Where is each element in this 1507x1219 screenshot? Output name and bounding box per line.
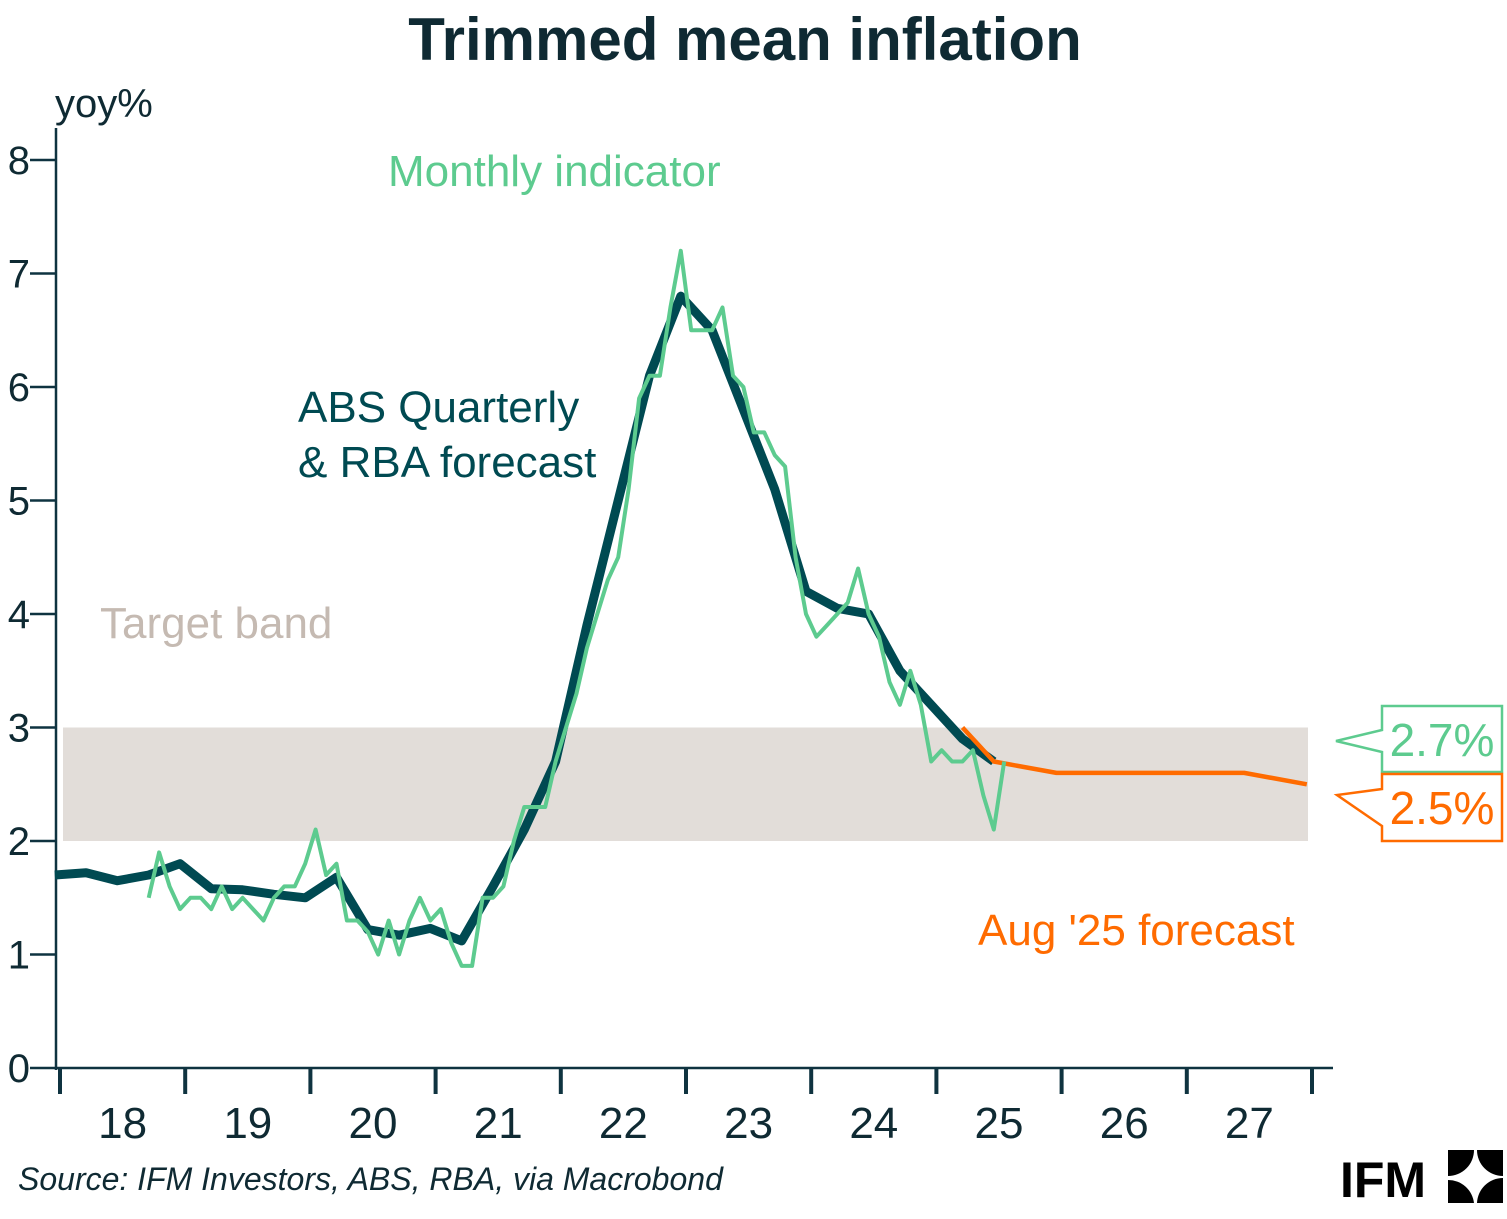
abs-quarterly-label-line1: ABS Quarterly bbox=[298, 383, 579, 432]
x-tick-label: 26 bbox=[1100, 1099, 1149, 1148]
callout-monthly-value: 2.7% bbox=[1390, 714, 1495, 766]
y-tick-label: 2 bbox=[8, 820, 30, 864]
x-tick-label: 20 bbox=[349, 1099, 398, 1148]
target-band-label: Target band bbox=[100, 599, 332, 648]
callout-monthly: 2.7% bbox=[1335, 704, 1504, 774]
aug-forecast-label: Aug '25 forecast bbox=[978, 906, 1295, 955]
y-tick-label: 1 bbox=[8, 934, 30, 978]
logo-mark-icon bbox=[1448, 1150, 1503, 1203]
y-tick-label: 8 bbox=[8, 139, 30, 183]
y-tick-label: 5 bbox=[8, 480, 30, 524]
monthly-indicator-label: Monthly indicator bbox=[388, 147, 721, 196]
target-band bbox=[63, 727, 1308, 841]
x-tick-label: 19 bbox=[223, 1099, 272, 1148]
logo-text: IFM bbox=[1340, 1152, 1426, 1208]
y-tick-label: 0 bbox=[8, 1047, 30, 1091]
x-tick-label: 27 bbox=[1225, 1099, 1274, 1148]
y-axis-label: yoy% bbox=[55, 82, 153, 126]
x-tick-label: 23 bbox=[724, 1099, 773, 1148]
x-tick-label: 18 bbox=[98, 1099, 147, 1148]
chart-title: Trimmed mean inflation bbox=[408, 6, 1081, 73]
x-tick-label: 24 bbox=[849, 1099, 898, 1148]
x-tick-label: 22 bbox=[599, 1099, 648, 1148]
y-tick-label: 4 bbox=[8, 593, 30, 637]
y-tick-label: 7 bbox=[8, 253, 30, 297]
source-note: Source: IFM Investors, ABS, RBA, via Mac… bbox=[18, 1161, 724, 1197]
callout-forecast-value: 2.5% bbox=[1390, 782, 1495, 834]
x-tick-label: 25 bbox=[975, 1099, 1024, 1148]
x-tick-label: 21 bbox=[474, 1099, 523, 1148]
y-tick-label: 3 bbox=[8, 707, 30, 751]
abs-quarterly-label-line2: & RBA forecast bbox=[298, 438, 596, 487]
callout-forecast: 2.5% bbox=[1333, 772, 1504, 843]
ifm-logo: IFM bbox=[1340, 1150, 1503, 1208]
y-tick-label: 6 bbox=[8, 366, 30, 410]
